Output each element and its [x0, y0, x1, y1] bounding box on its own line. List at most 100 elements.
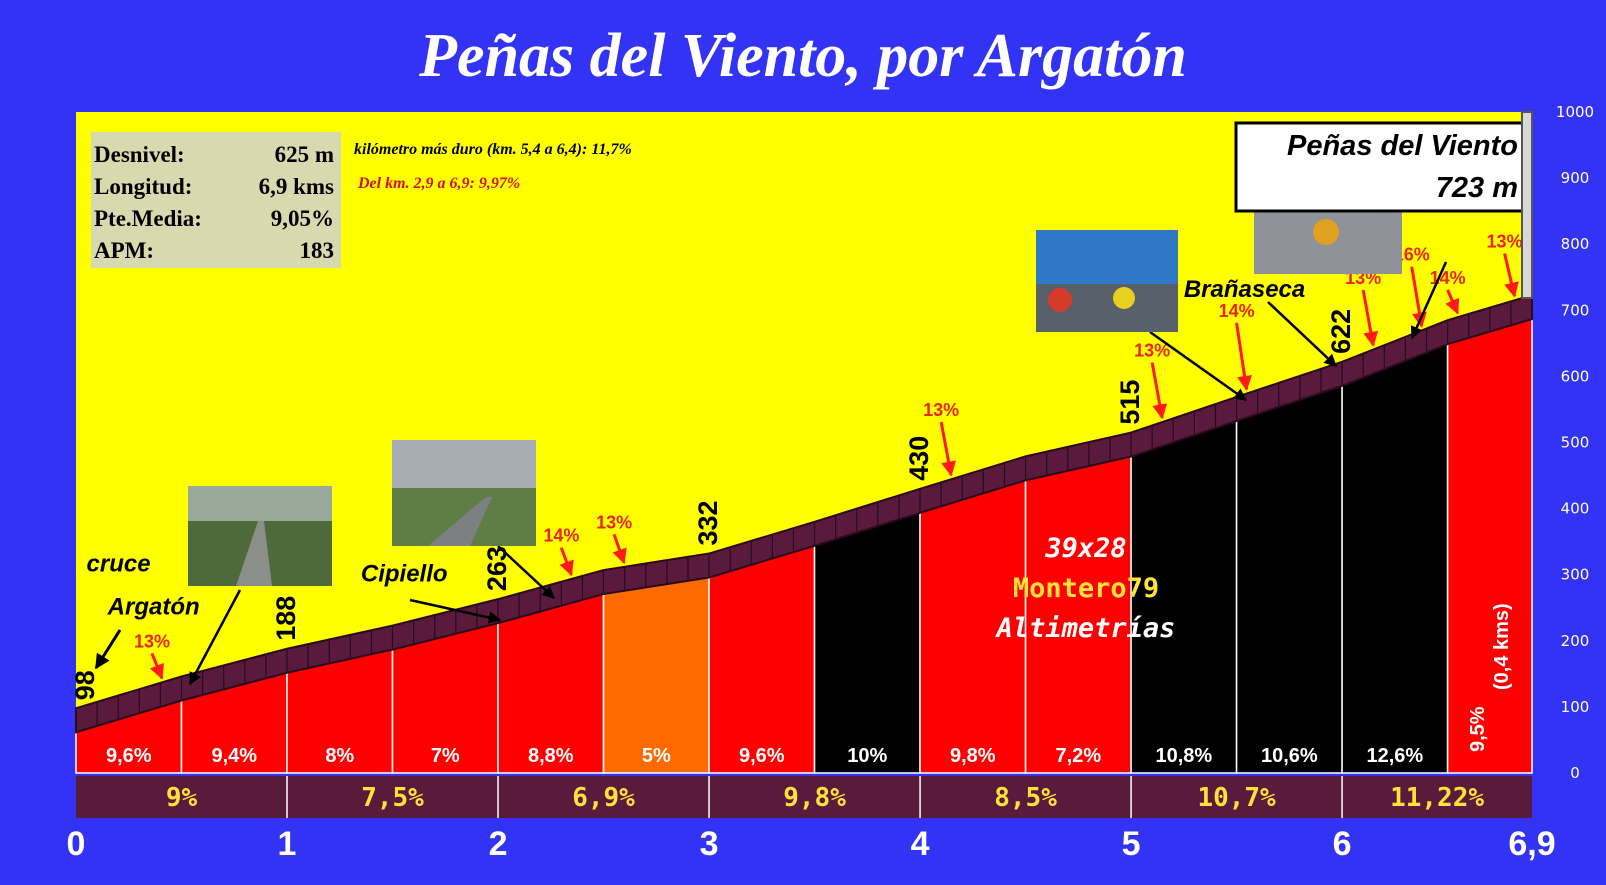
steep-grade-label: 14%: [1219, 301, 1255, 321]
stat-value: 6,9 kms: [259, 174, 334, 199]
steep-grade-label: 13%: [1134, 341, 1170, 361]
km-grade-label: 6,9%: [572, 783, 635, 813]
segment-grade-label: 7%: [431, 745, 460, 767]
x-tick-label: 6: [1333, 825, 1352, 863]
y-tick-label: 900: [1561, 169, 1590, 187]
segment-grade-label: 7,2%: [1056, 745, 1102, 767]
summit-box: Peñas del Viento 723 m: [1234, 111, 1533, 299]
segment-grade-label: 10%: [847, 745, 887, 767]
place-label: Argatón: [107, 593, 200, 620]
credit-author: Montero79: [1013, 573, 1159, 604]
segment-bar: [602, 576, 710, 774]
segment-grade-label: 9,5%: [1467, 706, 1489, 752]
segment-grade-label: 9,6%: [106, 745, 152, 767]
y-tick-label: 500: [1561, 434, 1590, 452]
y-tick-label: 600: [1561, 367, 1590, 385]
altitude-label: 188: [271, 596, 301, 641]
chart-title: Peñas del Viento, por Argatón: [418, 22, 1187, 90]
segment-length-note: (0,4 kms): [1491, 603, 1513, 690]
y-tick-label: 800: [1561, 235, 1590, 253]
photo-cipiello: [392, 440, 536, 546]
note-hardest-km: kilómetro más duro (km. 5,4 a 6,4): 11,7…: [354, 141, 632, 158]
place-label: cruce: [87, 550, 151, 577]
summit-name: Peñas del Viento: [1287, 130, 1518, 162]
credit-gear: 39x28: [1044, 533, 1126, 564]
x-axis: 0 1 2 3 4 5 6 6,9: [67, 825, 1556, 863]
segment-grade-label: 9,6%: [739, 745, 785, 767]
altitude-label: 515: [1115, 380, 1145, 425]
stat-label: Longitud:: [94, 174, 192, 199]
x-tick-label: 0: [67, 825, 86, 863]
stat-value: 625 m: [275, 142, 334, 167]
steep-arrow: [559, 547, 574, 577]
stats-box: Desnivel: 625 m Longitud: 6,9 kms Pte.Me…: [91, 132, 341, 268]
steep-arrow: [149, 652, 164, 680]
steep-arrow: [1410, 266, 1427, 328]
y-tick-label: 300: [1561, 566, 1590, 584]
y-tick-label: 700: [1561, 301, 1590, 319]
steep-grade-label: 13%: [923, 400, 959, 420]
steep-grade-label: 13%: [596, 512, 632, 532]
place-label: Cipiello: [361, 560, 448, 587]
place-labels: cruce Argatón Cipiello Brañaseca: [87, 261, 1448, 686]
segment-grade-label: 9,8%: [950, 745, 996, 767]
steep-arrow: [939, 421, 957, 477]
photo-riders: [1036, 230, 1178, 332]
steep-arrow: [1235, 322, 1252, 391]
steep-arrow: [1503, 253, 1519, 298]
altitude-label: 430: [904, 436, 934, 481]
steep-grade-label: 13%: [134, 631, 170, 651]
steep-arrow: [612, 533, 627, 565]
segment-bar: [1341, 343, 1449, 774]
segment-grade-label: 10,6%: [1261, 745, 1318, 767]
place-arrow: [497, 545, 555, 599]
km-grade-label: 7,5%: [361, 783, 424, 813]
altitude-label: 622: [1326, 309, 1356, 354]
photo-argaton: [188, 486, 332, 586]
km-grade-label: 8,5%: [994, 783, 1057, 813]
segment-bar: [813, 511, 921, 774]
segment-grade-label: 5%: [642, 745, 671, 767]
note-final-section: Del km. 2,9 a 6,9: 9,97%: [357, 175, 520, 192]
y-tick-label: 0: [1570, 764, 1580, 782]
steep-arrow: [1361, 289, 1379, 347]
steep-arrow: [1150, 362, 1168, 420]
segment-grade-label: 12,6%: [1366, 745, 1423, 767]
steep-arrow: [1445, 289, 1460, 315]
stat-label: Pte.Media:: [94, 206, 202, 231]
place-arrow: [188, 589, 242, 686]
altitude-label: 263: [482, 546, 512, 591]
km-grade-bar: 9% 7,5% 6,9% 9,8% 8,5% 10,7% 11,22%: [76, 776, 1532, 818]
place-arrow: [409, 598, 502, 624]
x-tick-label: 1: [278, 825, 297, 863]
segment-bar: [708, 544, 816, 774]
steep-grade-label: 16%: [1394, 245, 1430, 265]
y-tick-label: 200: [1561, 632, 1590, 650]
segment-grade-label: 8,8%: [528, 745, 574, 767]
stat-label: Desnivel:: [94, 142, 185, 167]
km-grade-label: 10,7%: [1197, 783, 1276, 813]
stat-value: 183: [300, 238, 335, 263]
steep-grade-label: 13%: [1487, 232, 1523, 252]
y-axis: 0 100 200 300 400 500 600 700 800 900 1000: [1556, 103, 1594, 782]
summit-altitude: 723 m: [1436, 172, 1518, 204]
stat-value: 9,05%: [271, 206, 334, 231]
x-tick-label: 2: [489, 825, 508, 863]
place-arrow: [94, 629, 122, 670]
place-label: Brañaseca: [1184, 276, 1305, 303]
segment-bar: [1235, 384, 1343, 774]
y-tick-label: 400: [1561, 500, 1590, 518]
place-arrow: [1410, 261, 1448, 340]
x-tick-label: 4: [911, 825, 930, 863]
place-arrow: [1267, 301, 1337, 367]
steep-grade-label: 14%: [1430, 268, 1466, 288]
x-tick-label: 3: [700, 825, 719, 863]
altitude-label: 98: [70, 670, 100, 700]
km-grade-label: 9%: [166, 783, 198, 813]
y-tick-label: 100: [1561, 698, 1590, 716]
credit-site: Altimetrías: [995, 613, 1176, 644]
steep-grade-label: 14%: [543, 526, 579, 546]
segment-grade-label: 8%: [325, 745, 354, 767]
segment-bar: [1446, 318, 1533, 774]
